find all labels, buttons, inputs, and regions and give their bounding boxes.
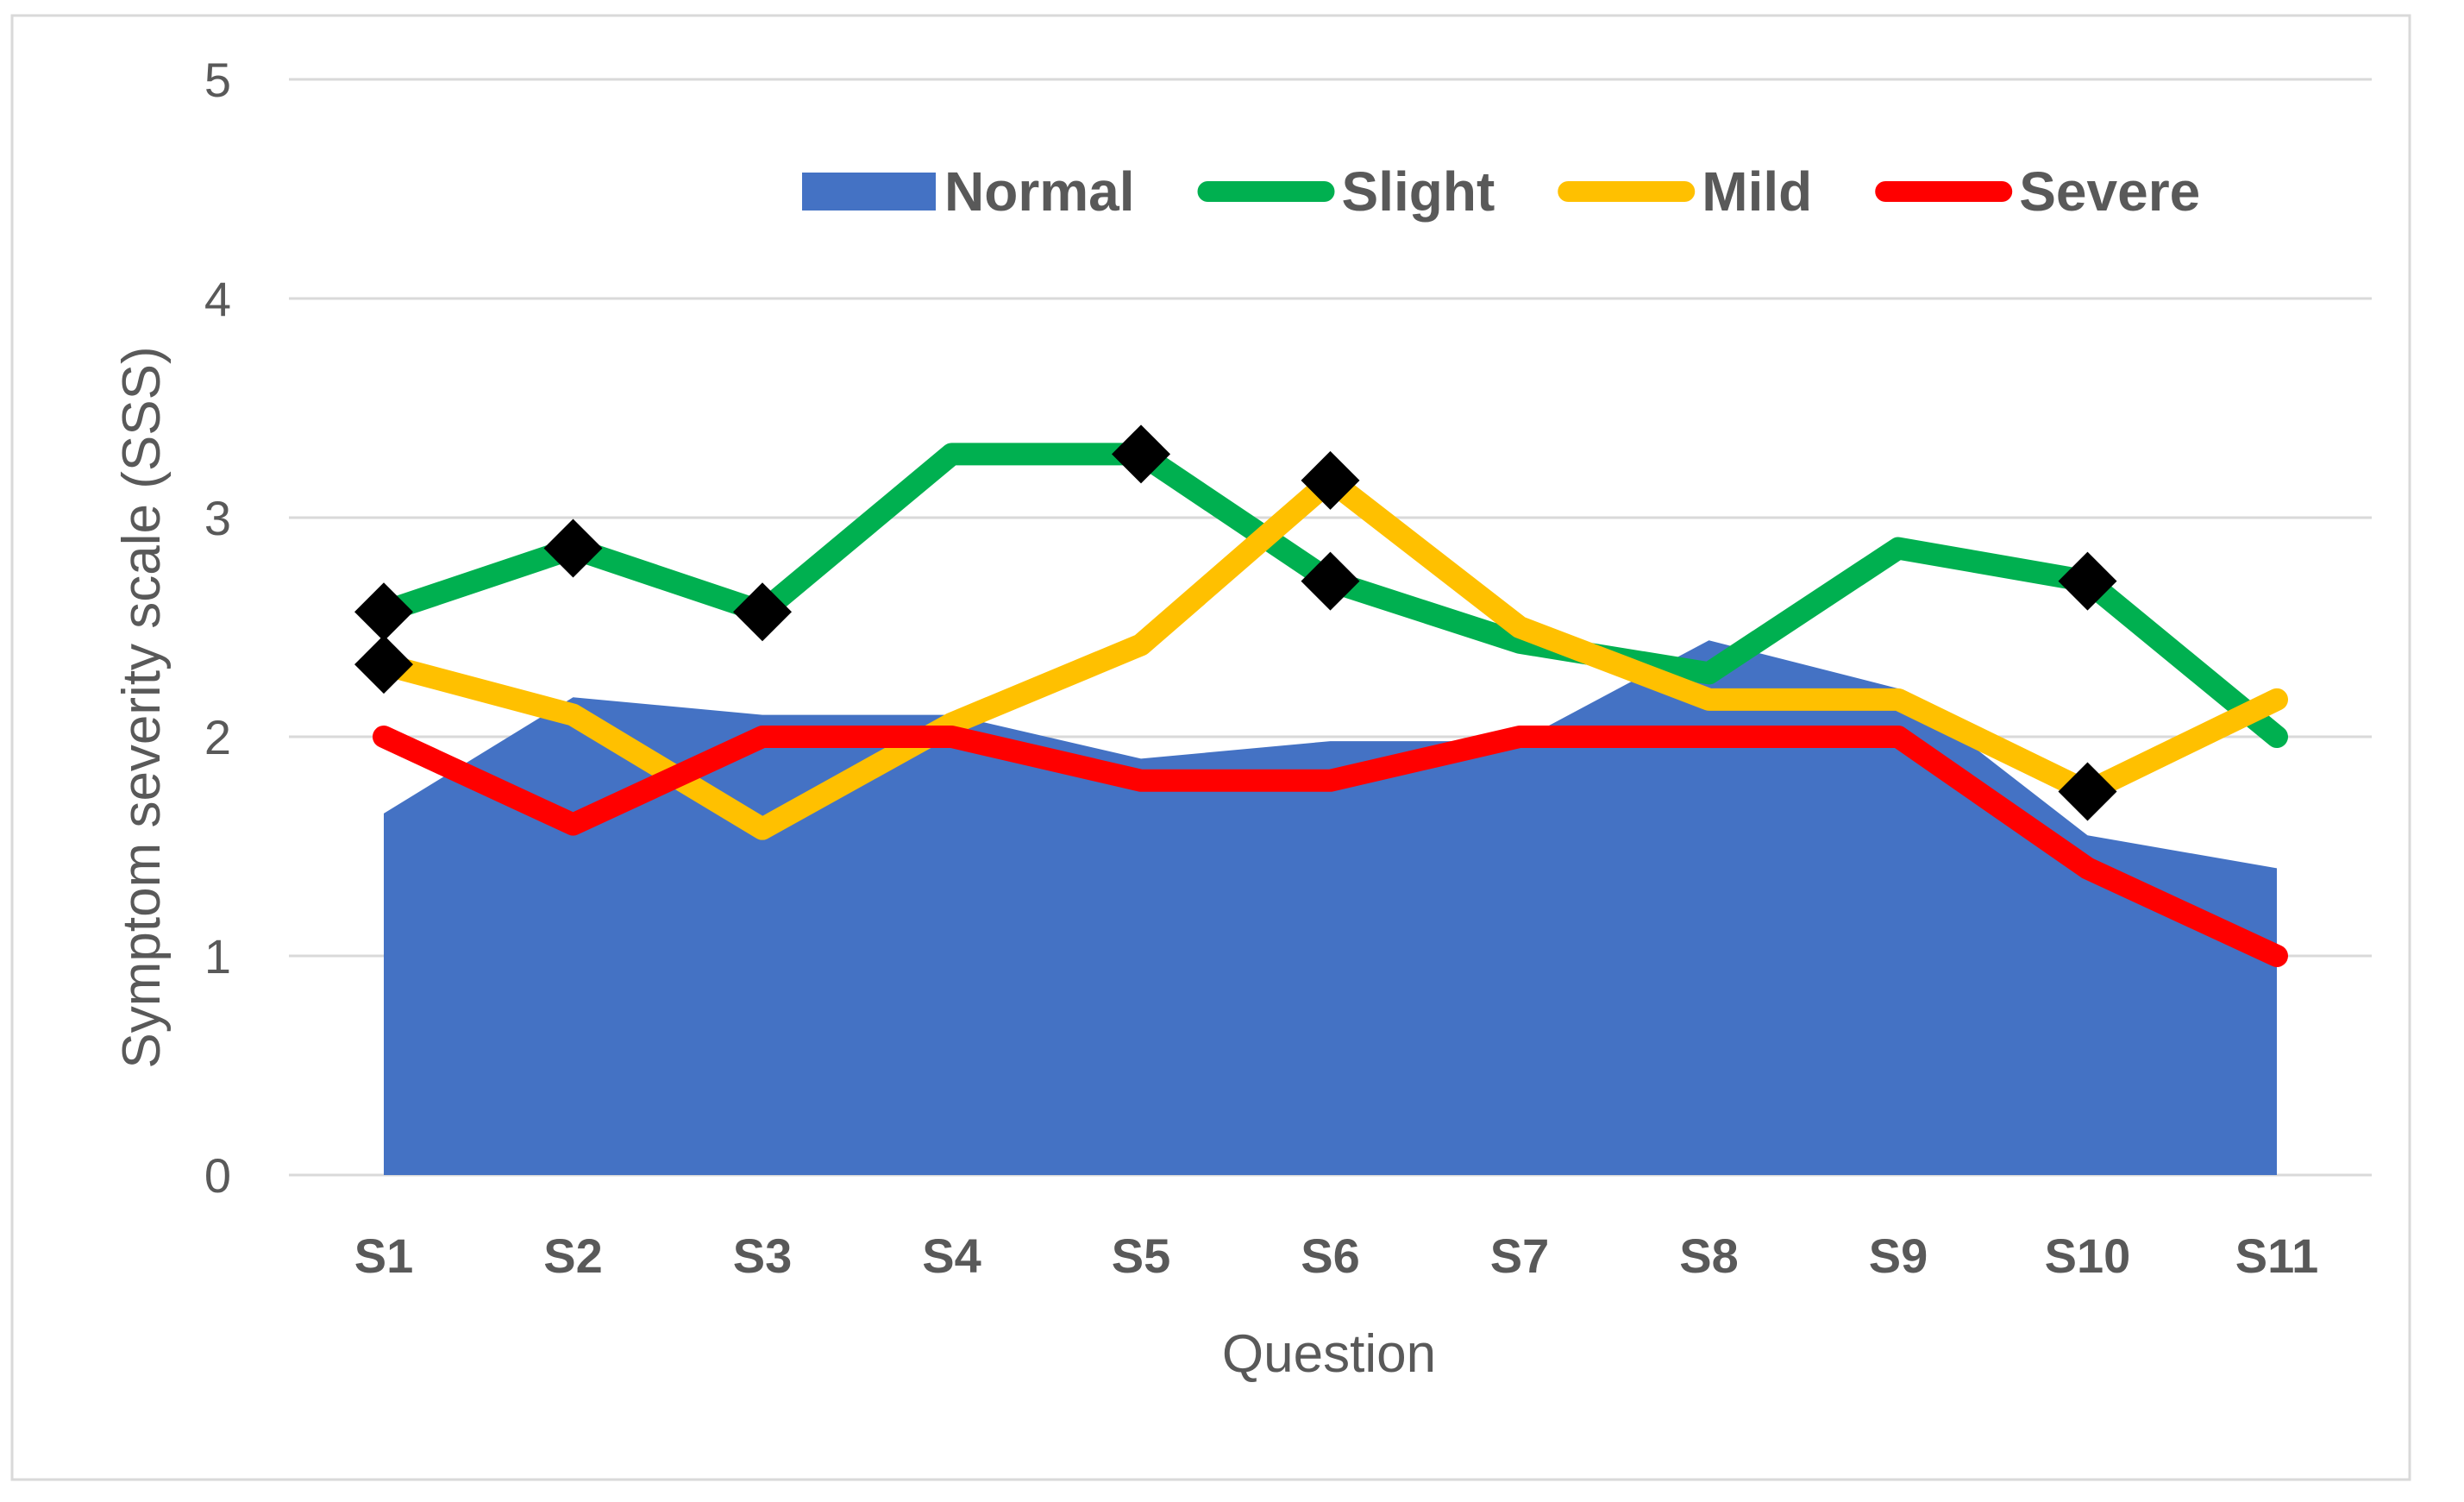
x-axis-tick-labels: S1 S2 S3 S4 S5 S6 S7 S8 S9 S10 S11 xyxy=(354,1229,2319,1283)
x-tick-label-s1: S1 xyxy=(354,1229,414,1283)
y-tick-label: 5 xyxy=(204,53,231,107)
x-tick-label-s7: S7 xyxy=(1490,1229,1550,1283)
diamond-marker-slight-s5 xyxy=(1112,424,1170,484)
y-axis-tick-labels: 0 1 2 3 4 5 xyxy=(204,53,231,1203)
y-axis-title: Symptom severity scale (SSS) xyxy=(112,346,172,1068)
diamond-marker-slight-s1 xyxy=(354,582,413,642)
diamond-marker-mild-s6 xyxy=(1301,450,1360,510)
x-tick-label-s4: S4 xyxy=(922,1229,981,1283)
diamond-marker-slight-s2 xyxy=(543,518,603,578)
legend-swatch-normal xyxy=(802,173,936,211)
diamond-marker-slight-s3 xyxy=(733,582,792,642)
y-tick-label: 3 xyxy=(204,491,231,545)
diamond-marker-slight-s10 xyxy=(2058,551,2117,611)
diamond-marker-layer xyxy=(354,424,2117,821)
legend: Normal Slight Mild Severe xyxy=(802,160,2200,223)
line-series-severe xyxy=(373,726,2288,967)
diamond-marker-mild-s1 xyxy=(354,635,413,694)
y-tick-label: 1 xyxy=(204,929,231,984)
diamond-marker-slight-s6 xyxy=(1301,551,1360,611)
legend-label-slight: Slight xyxy=(1342,160,1495,223)
x-axis-title: Question xyxy=(1222,1324,1436,1384)
diamond-marker-mild-s10 xyxy=(2058,762,2117,821)
x-tick-label-s9: S9 xyxy=(1869,1229,1928,1283)
x-tick-label-s10: S10 xyxy=(2045,1229,2131,1283)
legend-label-severe: Severe xyxy=(2019,160,2200,223)
legend-label-mild: Mild xyxy=(1702,160,1812,223)
x-tick-label-s2: S2 xyxy=(543,1229,603,1283)
legend-label-normal: Normal xyxy=(944,160,1135,223)
x-tick-label-s11: S11 xyxy=(2235,1229,2319,1283)
x-tick-label-s5: S5 xyxy=(1112,1229,1171,1283)
y-tick-label: 0 xyxy=(204,1148,231,1203)
y-tick-label: 2 xyxy=(204,710,231,764)
x-tick-label-s8: S8 xyxy=(1679,1229,1739,1283)
x-tick-label-s3: S3 xyxy=(733,1229,793,1283)
x-tick-label-s6: S6 xyxy=(1301,1229,1360,1283)
y-tick-label: 4 xyxy=(204,272,231,326)
